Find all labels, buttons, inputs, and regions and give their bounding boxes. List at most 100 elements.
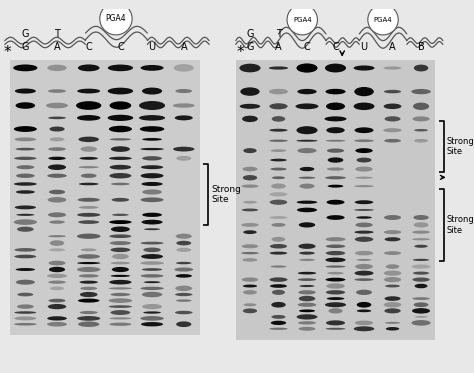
- Ellipse shape: [110, 138, 131, 141]
- Ellipse shape: [299, 177, 315, 179]
- Ellipse shape: [326, 127, 345, 133]
- Ellipse shape: [296, 63, 318, 73]
- Ellipse shape: [16, 268, 35, 271]
- Ellipse shape: [109, 220, 132, 224]
- Ellipse shape: [269, 278, 288, 282]
- Ellipse shape: [109, 287, 132, 289]
- Ellipse shape: [300, 167, 314, 171]
- Ellipse shape: [386, 327, 399, 330]
- Ellipse shape: [415, 284, 428, 288]
- Ellipse shape: [77, 115, 100, 121]
- Ellipse shape: [175, 293, 192, 296]
- Ellipse shape: [142, 138, 162, 141]
- Ellipse shape: [242, 209, 258, 211]
- Ellipse shape: [325, 258, 346, 262]
- Ellipse shape: [176, 300, 191, 302]
- Ellipse shape: [328, 157, 343, 163]
- Ellipse shape: [77, 316, 100, 321]
- Circle shape: [100, 3, 132, 35]
- Ellipse shape: [414, 245, 428, 248]
- Ellipse shape: [327, 200, 345, 205]
- Ellipse shape: [355, 251, 373, 256]
- Ellipse shape: [297, 89, 317, 94]
- Ellipse shape: [175, 311, 192, 314]
- Ellipse shape: [243, 285, 257, 288]
- Ellipse shape: [295, 103, 319, 109]
- Ellipse shape: [142, 292, 163, 297]
- Ellipse shape: [140, 242, 164, 244]
- Ellipse shape: [141, 322, 163, 326]
- Ellipse shape: [139, 115, 165, 120]
- Text: C: C: [304, 42, 310, 52]
- Ellipse shape: [142, 189, 162, 195]
- Ellipse shape: [272, 176, 285, 179]
- Ellipse shape: [384, 90, 401, 93]
- Ellipse shape: [415, 316, 428, 318]
- Ellipse shape: [80, 311, 98, 314]
- Text: C: C: [85, 42, 92, 52]
- Text: A: A: [389, 42, 396, 52]
- Bar: [9, 60, 200, 335]
- Ellipse shape: [77, 254, 100, 259]
- Ellipse shape: [77, 89, 100, 94]
- Text: Strong
Site: Strong Site: [447, 137, 474, 156]
- Ellipse shape: [270, 167, 287, 170]
- Ellipse shape: [46, 103, 68, 109]
- Ellipse shape: [412, 308, 430, 314]
- Ellipse shape: [271, 302, 286, 308]
- Ellipse shape: [298, 321, 316, 325]
- Text: G: G: [22, 42, 29, 52]
- Ellipse shape: [299, 222, 315, 228]
- Ellipse shape: [327, 148, 344, 153]
- Ellipse shape: [176, 156, 191, 161]
- Ellipse shape: [270, 200, 287, 205]
- Ellipse shape: [297, 208, 317, 212]
- Ellipse shape: [328, 272, 344, 275]
- Ellipse shape: [139, 101, 165, 110]
- Text: G: G: [22, 29, 29, 39]
- Ellipse shape: [241, 252, 259, 254]
- Ellipse shape: [14, 157, 36, 160]
- Ellipse shape: [356, 290, 372, 295]
- Ellipse shape: [17, 293, 33, 297]
- Ellipse shape: [109, 234, 131, 238]
- Ellipse shape: [325, 116, 346, 121]
- Ellipse shape: [48, 147, 66, 151]
- Ellipse shape: [109, 317, 131, 320]
- Ellipse shape: [354, 103, 374, 110]
- Ellipse shape: [298, 272, 316, 275]
- Text: T: T: [275, 29, 282, 39]
- Ellipse shape: [355, 176, 373, 179]
- Circle shape: [287, 4, 318, 35]
- Ellipse shape: [383, 302, 401, 307]
- Ellipse shape: [48, 261, 65, 266]
- Ellipse shape: [78, 299, 100, 303]
- Ellipse shape: [79, 166, 99, 168]
- Ellipse shape: [413, 272, 429, 275]
- Ellipse shape: [47, 65, 67, 71]
- Ellipse shape: [50, 137, 64, 141]
- Text: PGA4: PGA4: [293, 17, 311, 23]
- Ellipse shape: [272, 237, 285, 242]
- Ellipse shape: [300, 285, 315, 287]
- Ellipse shape: [300, 184, 315, 189]
- Ellipse shape: [49, 190, 65, 194]
- Ellipse shape: [384, 277, 401, 282]
- Ellipse shape: [112, 267, 129, 272]
- Ellipse shape: [140, 287, 164, 290]
- Ellipse shape: [297, 314, 318, 320]
- Ellipse shape: [174, 267, 193, 272]
- Ellipse shape: [78, 198, 100, 202]
- Ellipse shape: [354, 209, 374, 211]
- Ellipse shape: [142, 156, 162, 160]
- Ellipse shape: [14, 248, 36, 252]
- Ellipse shape: [49, 220, 65, 224]
- Ellipse shape: [326, 278, 346, 282]
- Ellipse shape: [78, 137, 99, 142]
- Ellipse shape: [13, 65, 37, 71]
- Ellipse shape: [327, 215, 345, 220]
- Ellipse shape: [355, 231, 374, 234]
- Ellipse shape: [269, 140, 288, 142]
- Text: PGA4: PGA4: [374, 17, 392, 23]
- Ellipse shape: [356, 157, 372, 163]
